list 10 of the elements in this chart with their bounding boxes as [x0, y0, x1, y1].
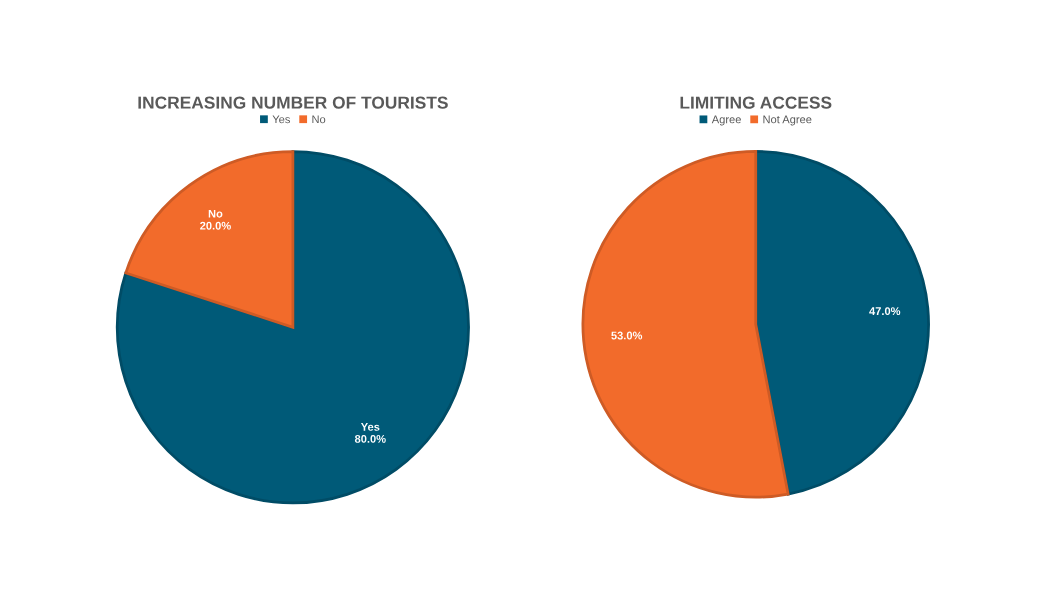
- data-label: Yes 80.0%: [354, 423, 386, 443]
- data-label: 53.0%: [611, 331, 643, 340]
- legend-label: Agree: [711, 115, 741, 126]
- legend-label: Not Agree: [763, 115, 812, 126]
- legend-label: Yes: [272, 115, 290, 124]
- data-label: No 20.0%: [200, 209, 231, 230]
- legend-label: No: [312, 115, 326, 124]
- chart-title: INCREASING NUMBER OF TOURISTS: [138, 96, 448, 109]
- data-label: 47.0%: [869, 307, 901, 316]
- chart-title: LIMITING ACCESS: [680, 96, 832, 109]
